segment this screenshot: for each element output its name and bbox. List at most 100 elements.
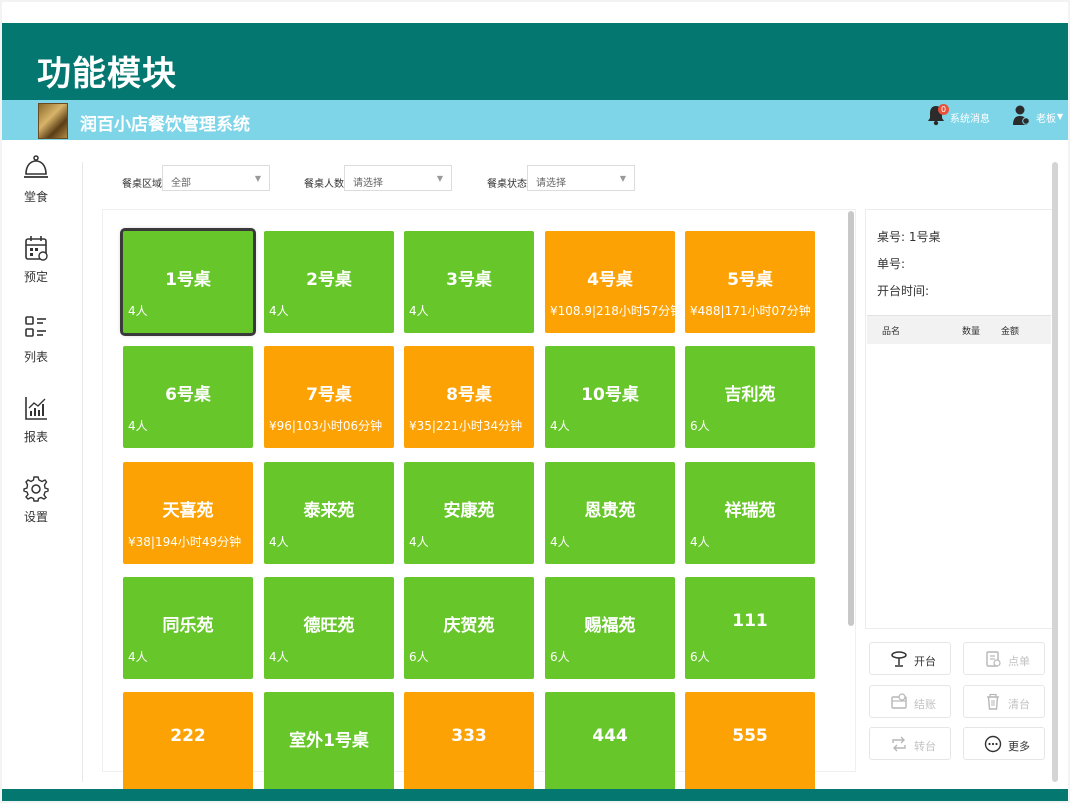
table-tile[interactable]: 444 (545, 692, 675, 794)
table-tile[interactable]: 4号桌 ¥108.9|218小时57分钟 (545, 231, 682, 333)
table-info: ¥108.9|218小时57分钟 (550, 304, 683, 318)
table-tile[interactable]: 安康苑 4人 (404, 462, 534, 564)
table-info: 6人 (550, 650, 570, 664)
trash-icon (987, 693, 999, 710)
chevron-down-icon: ▼ (254, 174, 261, 183)
chart-icon (25, 397, 47, 420)
sidebar-item-dine-in[interactable]: 堂食 (10, 154, 62, 205)
table-name: 2号桌 (306, 270, 352, 290)
column-header-quantity: 数量 (962, 327, 981, 337)
table-tile[interactable]: 德旺苑 4人 (264, 577, 394, 679)
table-info: 4人 (128, 650, 148, 664)
detail-open-time-label: 开台时间: (877, 284, 930, 298)
filter-seats-select[interactable]: 请选择 ▼ (344, 165, 452, 191)
list-icon (25, 316, 46, 337)
table-tile[interactable]: 同乐苑 4人 (123, 577, 253, 679)
table-info: 4人 (269, 650, 289, 664)
table-tile[interactable]: 222 (123, 692, 253, 794)
open-table-label: 开台 (914, 655, 936, 668)
filter-seats-label: 餐桌人数 (304, 179, 344, 190)
table-name: 赐福苑 (584, 616, 636, 636)
table-tile[interactable]: 7号桌 ¥96|103小时06分钟 (264, 346, 394, 448)
table-tile[interactable]: 1号桌 4人 (120, 228, 256, 336)
app-header (2, 100, 1068, 140)
messages-link[interactable]: 系统消息 (950, 114, 990, 125)
sidebar-item-label: 预定 (23, 270, 48, 284)
sidebar-item-settings[interactable]: 设置 (10, 474, 62, 525)
table-name: 4号桌 (587, 270, 633, 290)
table-name: 同乐苑 (162, 616, 214, 636)
order-label: 点单 (1008, 655, 1030, 668)
sidebar-item-list[interactable]: 列表 (10, 314, 62, 365)
table-detail-panel (865, 209, 1054, 629)
sidebar-item-label: 列表 (23, 350, 48, 364)
order-button[interactable]: 点单 (963, 642, 1045, 675)
user-icon[interactable] (1012, 104, 1030, 126)
table-tile[interactable]: 111 6人 (685, 577, 815, 679)
table-tile[interactable]: 555 (685, 692, 815, 794)
transfer-table-button[interactable]: 转台 (869, 727, 951, 760)
table-tile[interactable]: 泰来苑 4人 (264, 462, 394, 564)
table-name: 111 (732, 611, 768, 631)
table-tile[interactable]: 赐福苑 6人 (545, 577, 675, 679)
table-name: 555 (732, 726, 768, 746)
clear-table-button[interactable]: 清台 (963, 685, 1045, 718)
checkout-button[interactable]: 结账 (869, 685, 951, 718)
sidebar-item-label: 堂食 (23, 190, 48, 204)
table-name: 德旺苑 (303, 616, 355, 636)
table-info: ¥488|171小时07分钟 (690, 304, 811, 318)
table-tile[interactable]: 333 (404, 692, 534, 794)
table-tile[interactable]: 室外1号桌 (264, 692, 394, 794)
table-tile[interactable]: 3号桌 4人 (404, 231, 534, 333)
sidebar-item-reservation[interactable]: 预定 (10, 234, 62, 285)
table-tile[interactable]: 6号桌 4人 (123, 346, 253, 448)
filter-area-value: 全部 (171, 178, 191, 189)
table-name: 1号桌 (165, 270, 211, 290)
detail-table-no: 桌号: 1号桌 (877, 228, 941, 245)
checkout-label: 结账 (914, 698, 936, 711)
chevron-down-icon: ▼ (436, 174, 443, 183)
table-tile[interactable]: 5号桌 ¥488|171小时07分钟 (685, 231, 815, 333)
table-name: 庆贺苑 (443, 616, 495, 636)
table-name: 恩贵苑 (584, 501, 636, 521)
detail-scrollbar[interactable] (1052, 162, 1058, 782)
column-header-item-name: 品名 (882, 327, 901, 337)
table-name: 5号桌 (727, 270, 773, 290)
table-info: 6人 (690, 419, 710, 433)
table-info: 4人 (690, 535, 710, 549)
table-tile[interactable]: 2号桌 4人 (264, 231, 394, 333)
table-name: 222 (170, 726, 206, 746)
table-info: 4人 (409, 535, 429, 549)
detail-order-no-label: 单号: (877, 257, 906, 271)
table-tile[interactable]: 祥瑞苑 4人 (685, 462, 815, 564)
more-button[interactable]: 更多 (963, 727, 1045, 760)
app-logo (38, 103, 68, 139)
checkout-icon (891, 693, 907, 709)
table-name: 333 (451, 726, 487, 746)
table-info: ¥38|194小时49分钟 (128, 535, 242, 549)
table-name: 天喜苑 (162, 501, 214, 521)
sidebar-item-label: 报表 (23, 430, 48, 444)
table-info: ¥96|103小时06分钟 (269, 419, 383, 433)
table-grid-scrollbar[interactable] (848, 211, 854, 626)
filter-status-value: 请选择 (536, 178, 566, 189)
table-info: 6人 (409, 650, 429, 664)
filter-area-select[interactable]: 全部 ▼ (162, 165, 270, 191)
table-tile[interactable]: 10号桌 4人 (545, 346, 675, 448)
table-tile[interactable]: 吉利苑 6人 (685, 346, 815, 448)
table-info: 6人 (690, 650, 710, 664)
slide-title: 功能模块 (37, 54, 177, 94)
column-header-amount: 金额 (1001, 327, 1020, 337)
table-tile[interactable]: 庆贺苑 6人 (404, 577, 534, 679)
table-tile[interactable]: 恩贵苑 4人 (545, 462, 675, 564)
user-menu-label[interactable]: 老板 (1036, 114, 1056, 125)
sidebar-item-reports[interactable]: 报表 (10, 394, 62, 445)
table-name: 安康苑 (443, 501, 495, 521)
chevron-down-icon[interactable]: ▼ (1057, 112, 1064, 121)
table-tile[interactable]: 8号桌 ¥35|221小时34分钟 (404, 346, 534, 448)
table-name: 10号桌 (581, 385, 639, 405)
open-table-button[interactable]: 开台 (869, 642, 951, 675)
filter-status-select[interactable]: 请选择 ▼ (527, 165, 635, 191)
table-tile[interactable]: 天喜苑 ¥38|194小时49分钟 (123, 462, 253, 564)
